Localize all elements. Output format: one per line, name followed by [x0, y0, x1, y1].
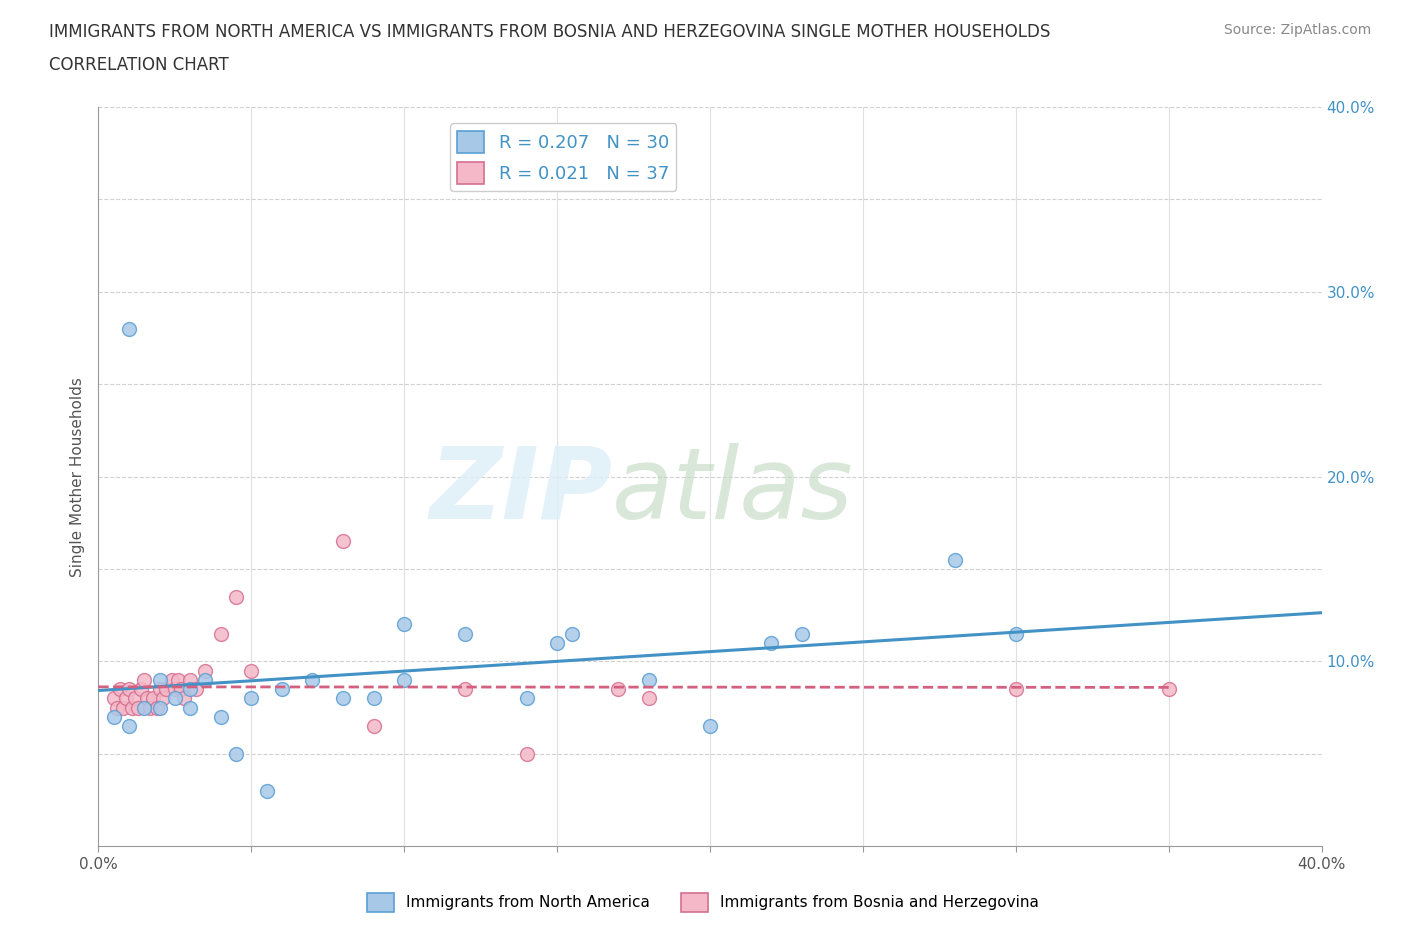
Point	[134, 700, 156, 715]
Point	[363, 691, 385, 706]
Point	[149, 682, 172, 697]
Point	[546, 635, 568, 650]
Text: Source: ZipAtlas.com: Source: ZipAtlas.com	[1223, 23, 1371, 37]
Text: atlas: atlas	[612, 443, 853, 540]
Point	[637, 672, 661, 687]
Point	[194, 672, 217, 687]
Point	[516, 747, 538, 762]
Point	[124, 691, 146, 706]
Point	[363, 719, 385, 734]
Point	[179, 682, 201, 697]
Point	[256, 783, 278, 798]
Point	[103, 691, 125, 706]
Point	[790, 626, 813, 641]
Point	[186, 682, 208, 697]
Point	[118, 322, 141, 337]
Point	[127, 700, 149, 715]
Point	[332, 691, 354, 706]
Point	[118, 682, 141, 697]
Point	[270, 682, 292, 697]
Point	[160, 672, 183, 687]
Point	[1004, 682, 1026, 697]
Point	[179, 672, 201, 687]
Point	[155, 682, 177, 697]
Point	[149, 700, 172, 715]
Point	[139, 700, 162, 715]
Legend: Immigrants from North America, Immigrants from Bosnia and Herzegovina: Immigrants from North America, Immigrant…	[360, 887, 1046, 918]
Point	[454, 626, 477, 641]
Point	[152, 691, 174, 706]
Point	[301, 672, 323, 687]
Text: ZIP: ZIP	[429, 443, 612, 540]
Text: CORRELATION CHART: CORRELATION CHART	[49, 56, 229, 73]
Point	[103, 710, 125, 724]
Point	[209, 626, 232, 641]
Point	[225, 590, 247, 604]
Point	[163, 682, 186, 697]
Text: IMMIGRANTS FROM NORTH AMERICA VS IMMIGRANTS FROM BOSNIA AND HERZEGOVINA SINGLE M: IMMIGRANTS FROM NORTH AMERICA VS IMMIGRA…	[49, 23, 1050, 41]
Legend: R = 0.207   N = 30, R = 0.021   N = 37: R = 0.207 N = 30, R = 0.021 N = 37	[450, 124, 676, 191]
Point	[121, 700, 143, 715]
Point	[163, 691, 186, 706]
Point	[1004, 626, 1026, 641]
Point	[167, 672, 190, 687]
Y-axis label: Single Mother Households: Single Mother Households	[70, 377, 86, 577]
Point	[136, 691, 159, 706]
Point	[194, 663, 217, 678]
Point	[134, 672, 156, 687]
Point	[943, 552, 966, 567]
Point	[392, 672, 416, 687]
Point	[105, 700, 128, 715]
Point	[142, 691, 165, 706]
Point	[179, 700, 201, 715]
Point	[209, 710, 232, 724]
Point	[332, 534, 354, 549]
Point	[699, 719, 721, 734]
Point	[392, 618, 416, 632]
Point	[129, 682, 152, 697]
Point	[149, 672, 172, 687]
Point	[240, 663, 263, 678]
Point	[240, 691, 263, 706]
Point	[173, 691, 195, 706]
Point	[170, 682, 193, 697]
Point	[111, 700, 134, 715]
Point	[1157, 682, 1180, 697]
Point	[607, 682, 630, 697]
Point	[118, 719, 141, 734]
Point	[145, 700, 167, 715]
Point	[561, 626, 583, 641]
Point	[115, 691, 138, 706]
Point	[454, 682, 477, 697]
Point	[516, 691, 538, 706]
Point	[637, 691, 661, 706]
Point	[108, 682, 131, 697]
Point	[225, 747, 247, 762]
Point	[759, 635, 782, 650]
